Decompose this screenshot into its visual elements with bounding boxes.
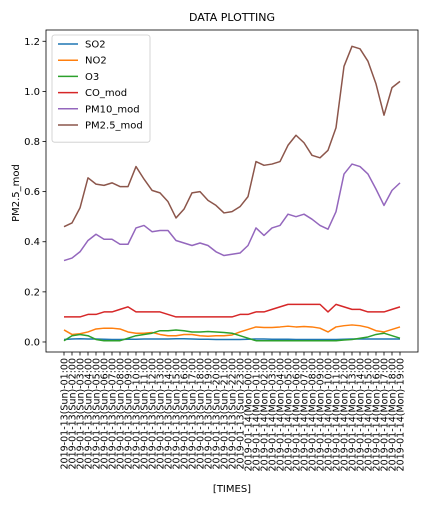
x-tick-label: 2019-01-14(Mon)-05:00: [284, 358, 295, 471]
legend-label-pm2-5-mod: PM2.5_mod: [85, 121, 143, 132]
x-tick-label: 2019-01-13(Sun)-04:00: [84, 358, 95, 470]
x-tick-label: 2019-01-14(Mon)-00:00: [244, 358, 255, 471]
x-tick-label: 2019-01-14(Mon)-07:00: [300, 358, 311, 471]
x-tick-label: 2019-01-13(Sun)-02:00: [68, 358, 79, 470]
x-tick-label: 2019-01-13(Sun)-03:00: [76, 358, 87, 470]
x-tick-label: 2019-01-13(Sun)-09:00: [124, 358, 135, 470]
x-tick-label: 2019-01-14(Mon)-09:00: [316, 358, 327, 471]
x-tick-label: 2019-01-13(Sun)-19:00: [204, 358, 215, 470]
x-tick-label: 2019-01-14(Mon)-13:00: [348, 358, 359, 471]
x-tick-label: 2019-01-13(Sun)-14:00: [164, 358, 175, 470]
y-tick-label: 0.8: [24, 137, 40, 148]
series-line-no2: [63, 324, 401, 337]
x-tick-label: 2019-01-13(Sun)-18:00: [196, 358, 207, 470]
series-line-o3: [63, 329, 401, 342]
x-tick-label: 2019-01-14(Mon)-19:00: [396, 358, 407, 471]
x-tick-label: 2019-01-13(Sun)-12:00: [148, 358, 159, 470]
legend-label-so2: SO2: [85, 40, 106, 51]
x-tick-label: 2019-01-13(Sun)-23:00: [236, 358, 247, 470]
series-line-pm2-5-mod: [63, 45, 401, 228]
x-tick-label: 2019-01-13(Sun)-07:00: [108, 358, 119, 470]
x-tick-label: 2019-01-14(Mon)-08:00: [308, 358, 319, 471]
legend-label-no2: NO2: [85, 56, 107, 67]
x-tick-label: 2019-01-14(Mon)-11:00: [332, 358, 343, 471]
legend: SO2 NO2 O3 CO_mod PM10_mod PM2.5_mod: [51, 34, 151, 143]
x-tick-label: 2019-01-13(Sun)-11:00: [140, 358, 151, 470]
x-axis-ticks: 2019-01-13(Sun)-01:002019-01-13(Sun)-02:…: [60, 352, 407, 471]
plot-frame: [45, 29, 419, 353]
x-tick-label: 2019-01-13(Sun)-17:00: [188, 358, 199, 470]
x-tick-label: 2019-01-14(Mon)-17:00: [380, 358, 391, 471]
x-tick-label: 2019-01-14(Mon)-10:00: [324, 358, 335, 471]
x-tick-label: 2019-01-14(Mon)-16:00: [372, 358, 383, 471]
x-tick-label: 2019-01-13(Sun)-15:00: [172, 358, 183, 470]
series-line-pm10-mod: [63, 163, 401, 262]
x-tick-label: 2019-01-13(Sun)-05:00: [92, 358, 103, 470]
x-tick-label: 2019-01-14(Mon)-15:00: [364, 358, 375, 471]
x-tick-label: 2019-01-14(Mon)-03:00: [268, 358, 279, 471]
y-tick-label: 0.6: [24, 187, 40, 198]
x-tick-label: 2019-01-13(Sun)-21:00: [220, 358, 231, 470]
legend-box: [51, 34, 151, 143]
x-tick-label: 2019-01-13(Sun)-22:00: [228, 358, 239, 470]
y-tick-label: 1.2: [24, 37, 40, 48]
y-tick-label: 0.2: [24, 287, 40, 298]
y-axis-label: PM2.5_mod: [11, 164, 22, 222]
y-tick-label: 0.4: [24, 237, 40, 248]
x-tick-label: 2019-01-14(Mon)-02:00: [260, 358, 271, 471]
x-tick-label: 2019-01-13(Sun)-06:00: [100, 358, 111, 470]
y-tick-label: 0.0: [24, 337, 40, 348]
y-tick-label: 1.0: [24, 87, 40, 98]
chart-title: DATA PLOTTING: [189, 11, 275, 24]
x-tick-label: 2019-01-13(Sun)-20:00: [212, 358, 223, 470]
x-tick-label: 2019-01-13(Sun)-08:00: [116, 358, 127, 470]
legend-label-pm10-mod: PM10_mod: [85, 104, 140, 115]
legend-label-co-mod: CO_mod: [85, 88, 127, 99]
x-axis-label: [TIMES]: [213, 484, 251, 495]
x-tick-label: 2019-01-14(Mon)-01:00: [252, 358, 263, 471]
x-tick-label: 2019-01-14(Mon)-12:00: [340, 358, 351, 471]
legend-label-o3: O3: [85, 72, 99, 83]
x-tick-label: 2019-01-13(Sun)-10:00: [132, 358, 143, 470]
x-tick-label: 2019-01-14(Mon)-18:00: [388, 358, 399, 471]
series-lines: [63, 45, 401, 342]
x-tick-label: 2019-01-14(Mon)-04:00: [276, 358, 287, 471]
x-tick-label: 2019-01-13(Sun)-13:00: [156, 358, 167, 470]
y-axis-ticks: 0.0 0.2 0.4 0.6 0.8 1.0 1.2: [24, 37, 46, 348]
series-line-co-mod: [64, 303, 401, 318]
x-tick-label: 2019-01-14(Mon)-14:00: [356, 358, 367, 471]
x-tick-label: 2019-01-14(Mon)-06:00: [292, 358, 303, 471]
x-tick-label: 2019-01-13(Sun)-16:00: [180, 358, 191, 470]
x-tick-label: 2019-01-13(Sun)-01:00: [60, 358, 71, 470]
